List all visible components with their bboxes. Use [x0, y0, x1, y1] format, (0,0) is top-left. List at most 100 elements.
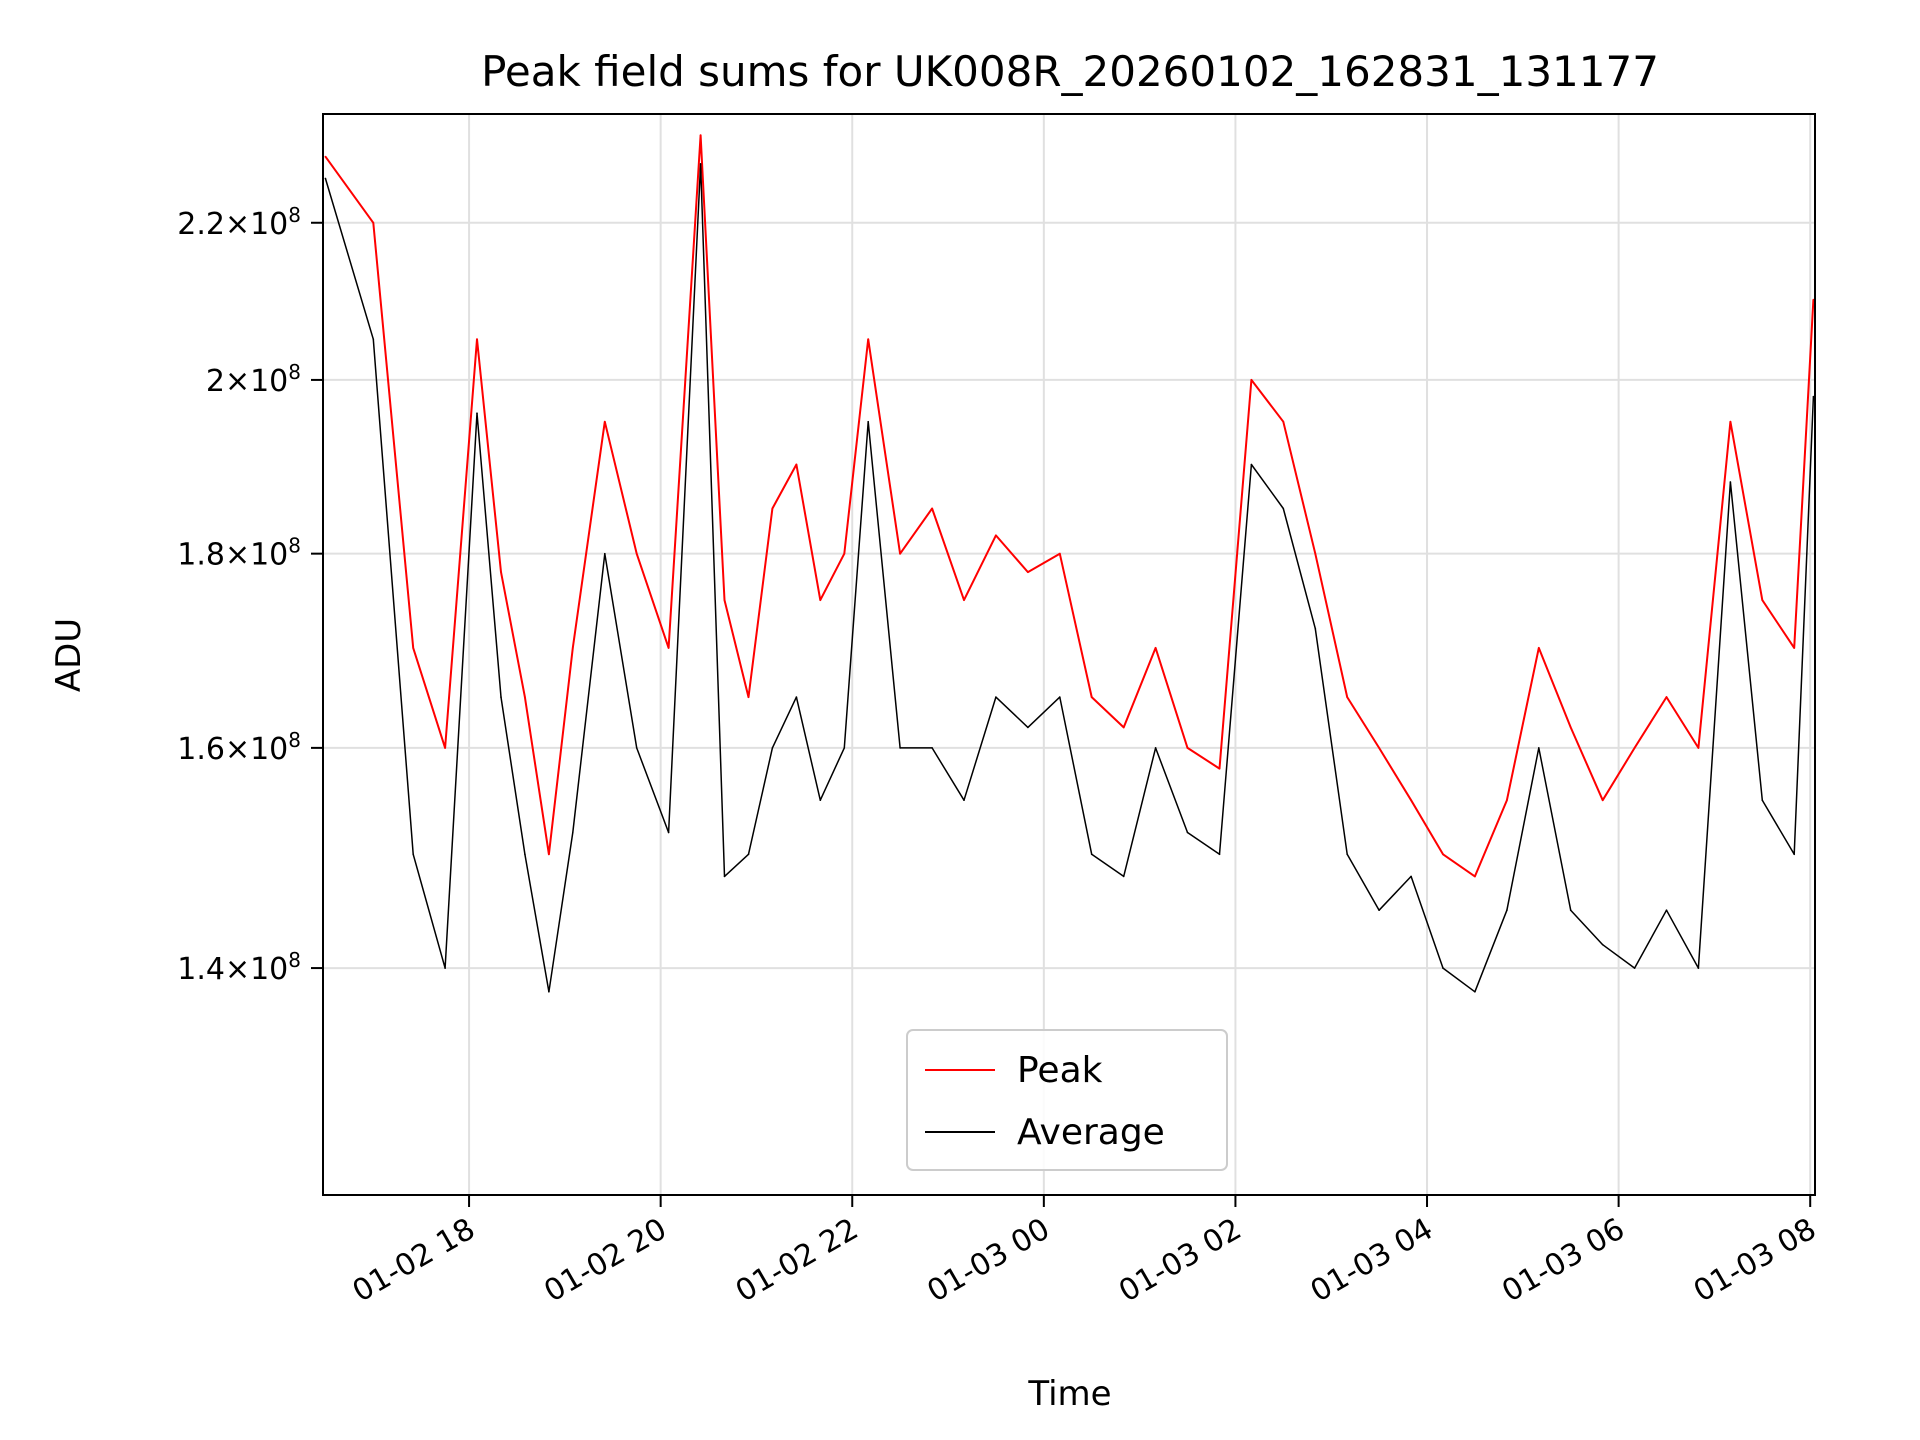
- data-point-peak: [1154, 647, 1157, 649]
- data-point-peak: [412, 647, 415, 649]
- data-point-peak: [1601, 799, 1604, 801]
- data-point-peak: [1250, 379, 1253, 381]
- data-point-peak: [1569, 726, 1572, 729]
- data-point-peak: [771, 507, 774, 510]
- data-point-peak: [1410, 799, 1412, 801]
- y-tick-mantissa: 2.2: [177, 207, 225, 242]
- data-point-average: [1665, 909, 1668, 911]
- data-point-average: [1569, 909, 1572, 911]
- data-point-average: [819, 799, 822, 801]
- data-point-peak: [635, 552, 638, 555]
- data-point-average: [1793, 853, 1795, 856]
- series-line-peak: [324, 134, 1815, 878]
- data-point-average: [548, 991, 550, 993]
- data-point-average: [1218, 853, 1221, 856]
- data-point-peak: [1729, 420, 1732, 423]
- data-point-average: [412, 853, 415, 856]
- data-point-average: [1027, 726, 1029, 729]
- data-point-average: [1282, 507, 1285, 510]
- y-tick-mantissa: 1.8: [177, 538, 225, 573]
- y-tick-exponent: 8: [288, 203, 301, 227]
- data-point-peak: [1665, 696, 1668, 698]
- data-point-peak: [324, 155, 327, 158]
- data-point-peak: [1474, 875, 1476, 878]
- legend-box: [906, 1029, 1228, 1171]
- chart-title: Peak field sums for UK008R_20260102_1628…: [481, 47, 1659, 96]
- data-point-average: [1697, 967, 1700, 969]
- data-point-peak: [843, 552, 846, 555]
- data-point-peak: [1793, 647, 1795, 649]
- data-point-peak: [524, 696, 526, 698]
- data-point-peak: [476, 338, 478, 341]
- data-point-peak: [1122, 726, 1125, 729]
- data-point-average: [1410, 875, 1412, 878]
- data-point-average: [604, 552, 606, 555]
- data-point-average: [1442, 967, 1444, 969]
- data-point-average: [476, 412, 478, 415]
- data-point-peak: [723, 599, 726, 601]
- data-point-average: [1812, 395, 1815, 398]
- data-point-average: [1601, 943, 1604, 946]
- data-point-peak: [444, 747, 446, 749]
- legend-label: Peak: [1017, 1050, 1103, 1091]
- data-point-average: [1633, 967, 1636, 969]
- y-tick-mantissa: 1.4: [177, 952, 225, 987]
- data-point-peak: [604, 420, 606, 423]
- y-tick-exponent: 8: [288, 534, 301, 558]
- data-point-average: [963, 799, 965, 801]
- y-tick-mantissa: 1.6: [177, 732, 225, 767]
- data-point-peak: [1633, 747, 1636, 749]
- data-point-average: [324, 177, 327, 180]
- y-tick-exponent: 8: [288, 948, 301, 972]
- y-tick-exponent: 8: [288, 360, 301, 384]
- data-point-average: [1474, 991, 1476, 993]
- data-point-peak: [572, 647, 574, 649]
- data-point-average: [1346, 853, 1348, 856]
- data-point-peak: [1761, 599, 1764, 601]
- data-point-average: [1761, 799, 1764, 801]
- data-point-average: [667, 831, 670, 834]
- data-point-average: [931, 747, 933, 749]
- data-point-average: [1378, 909, 1380, 911]
- y-axis-label: ADU: [49, 618, 89, 692]
- data-point-peak: [995, 534, 997, 537]
- data-point-average: [1090, 853, 1093, 856]
- y-tick-label: 2.2×108: [177, 203, 301, 242]
- data-point-average: [444, 967, 446, 969]
- data-point-peak: [931, 507, 933, 510]
- data-point-peak: [1697, 747, 1700, 749]
- data-point-peak: [1346, 696, 1348, 698]
- y-tick-label: 1.6×108: [177, 728, 301, 767]
- data-point-average: [995, 696, 997, 698]
- data-point-average: [1059, 696, 1061, 698]
- data-point-average: [500, 696, 502, 698]
- data-point-peak: [867, 338, 869, 341]
- data-point-peak: [1090, 696, 1093, 698]
- data-point-average: [635, 747, 638, 749]
- data-point-peak: [548, 853, 550, 856]
- y-tick-label: 2×108: [206, 360, 301, 399]
- data-point-peak: [1442, 853, 1444, 856]
- data-point-peak: [1378, 747, 1380, 749]
- grid: [323, 114, 1815, 1195]
- data-point-peak: [795, 463, 798, 466]
- data-point-peak: [899, 552, 901, 555]
- data-point-peak: [1027, 571, 1029, 573]
- data-point-peak: [372, 222, 375, 224]
- data-point-peak: [1538, 647, 1540, 649]
- plot-frame: [322, 113, 1816, 1196]
- data-point-peak: [1218, 767, 1221, 770]
- data-point-average: [524, 853, 526, 856]
- data-point-average: [1538, 747, 1540, 749]
- data-point-peak: [1059, 552, 1061, 555]
- data-point-average: [867, 420, 869, 423]
- series-layer: [324, 134, 1815, 993]
- data-point-average: [1122, 875, 1125, 878]
- data-point-peak: [1282, 420, 1285, 423]
- data-point-average: [1314, 627, 1317, 630]
- data-point-average: [372, 338, 375, 341]
- y-tick-mantissa: 2: [206, 364, 225, 399]
- data-point-average: [699, 163, 702, 165]
- series-line-average: [324, 163, 1815, 993]
